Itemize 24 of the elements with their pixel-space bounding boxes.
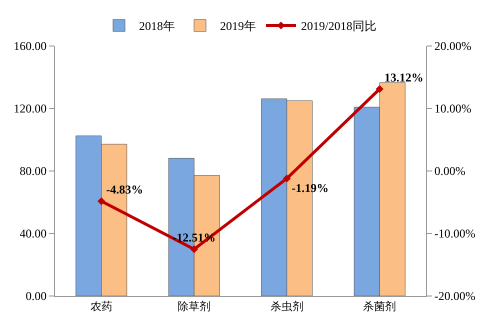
point — [190, 245, 198, 254]
y2-tick-label: -20.00% — [434, 289, 476, 304]
data-label: -4.83% — [106, 182, 144, 196]
x-tick-label: 杀虫剂 — [270, 300, 304, 314]
y-tick-label: 0.00 — [26, 289, 47, 304]
y2-tick-label: 10.00% — [434, 102, 472, 116]
x-tick-label: 除草剂 — [178, 300, 211, 314]
y2-tick-label: -10.00% — [434, 226, 476, 241]
y2-tick-label: 20.00% — [434, 39, 472, 54]
point — [97, 197, 106, 206]
y-tick-label: 80.00 — [20, 164, 47, 178]
data-label: 13.12% — [384, 70, 424, 84]
x-tick-label: 杀菌剂 — [363, 300, 396, 314]
y2-tick-label: 0.00% — [434, 164, 466, 178]
y-tick-label: 120.00 — [14, 102, 47, 116]
x-tick-label: 农药 — [90, 300, 112, 314]
legend-label: 2018年 — [139, 19, 175, 34]
y-tick-label: 160.00 — [14, 39, 47, 54]
point — [376, 85, 384, 93]
point — [282, 174, 291, 182]
legend-label: 2019年 — [220, 19, 256, 34]
data-label: -1.19% — [292, 181, 329, 196]
legend-label: 2019/2018同比 — [301, 19, 376, 34]
y-tick-label: 40.00 — [20, 226, 47, 241]
